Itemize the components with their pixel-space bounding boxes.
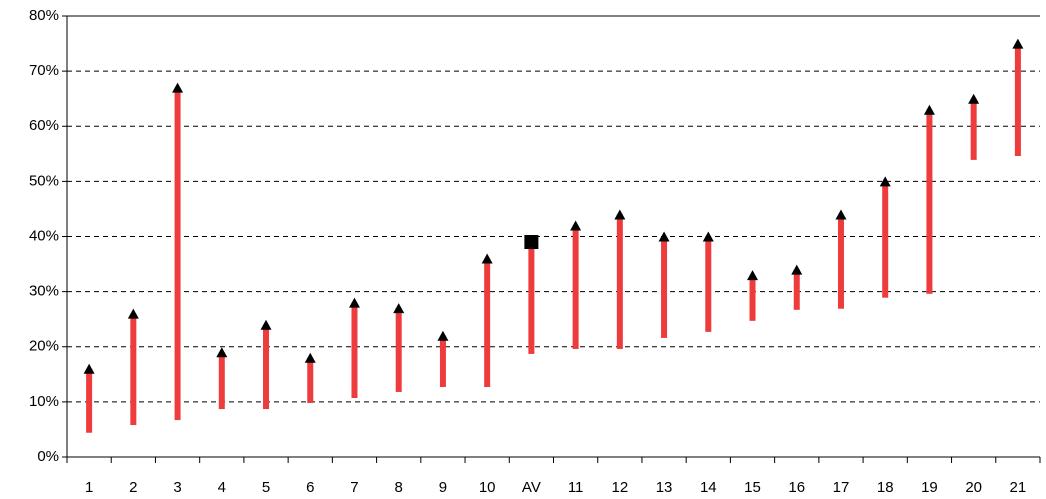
high-marker [393,303,405,314]
high-marker [260,319,272,330]
y-tick-label: 20% [29,338,59,355]
y-tick-label: 30% [29,283,59,300]
range-bar [705,236,712,332]
x-tick-label: 13 [656,479,673,496]
high-marker [524,235,539,250]
high-marker [879,176,891,187]
x-tick-label: 7 [350,479,358,496]
range-bar [218,352,225,410]
x-tick-label: AV [522,479,541,496]
y-tick-label: 60% [29,117,59,134]
high-marker [172,82,184,93]
range-bar [970,98,977,160]
high-marker [437,330,449,341]
high-marker [702,231,714,242]
range-bar [1014,43,1021,157]
range-bar [307,357,314,403]
y-tick-label: 50% [29,172,59,189]
range-bar [616,214,623,349]
y-tick-label: 70% [29,62,59,79]
x-tick-label: 18 [877,479,894,496]
high-marker [481,253,493,264]
high-marker [658,231,670,242]
range-bar [926,109,933,294]
high-marker [348,297,360,308]
range-bar [86,368,93,433]
high-marker [968,93,980,104]
x-tick-label: 1 [85,479,93,496]
x-tick-label: 12 [611,479,628,496]
x-tick-label: 3 [173,479,181,496]
x-tick-label: 16 [788,479,805,496]
range-bar [484,258,491,387]
x-tick-label: 6 [306,479,314,496]
range-bar [263,324,270,410]
range-bar [837,214,844,309]
range-bar [882,181,889,298]
range-bar [351,302,358,399]
range-bar [174,87,181,421]
y-tick-label: 10% [29,393,59,410]
x-tick-label: 19 [921,479,938,496]
high-marker [216,347,228,358]
x-tick-label: 17 [833,479,850,496]
x-tick-label: 14 [700,479,717,496]
high-marker [923,104,935,115]
y-tick-label: 80% [29,7,59,24]
range-bar [130,313,137,426]
x-tick-label: 10 [479,479,496,496]
x-tick-label: 2 [129,479,137,496]
high-marker [835,209,847,220]
x-tick-label: 11 [568,479,584,496]
high-marker [1012,38,1024,49]
high-marker [791,264,803,275]
range-bar [793,269,800,310]
range-bar [439,335,446,387]
x-tick-label: 20 [965,479,982,496]
high-marker [127,308,139,319]
high-marker [570,220,582,231]
x-tick-label: 21 [1010,479,1027,496]
y-tick-label: 0% [37,448,59,465]
high-marker [747,270,759,281]
x-tick-label: 5 [262,479,270,496]
high-marker [304,352,316,363]
range-bar [528,242,535,354]
high-marker [83,363,95,374]
x-tick-label: 9 [439,479,447,496]
x-tick-label: 4 [218,479,226,496]
y-tick-label: 40% [29,227,59,244]
range-bar [572,225,579,349]
x-tick-label: 15 [744,479,761,496]
x-tick-label: 8 [395,479,403,496]
range-bar [749,275,756,321]
range-bar [395,308,402,392]
range-bar [661,236,668,338]
high-marker [614,209,626,220]
